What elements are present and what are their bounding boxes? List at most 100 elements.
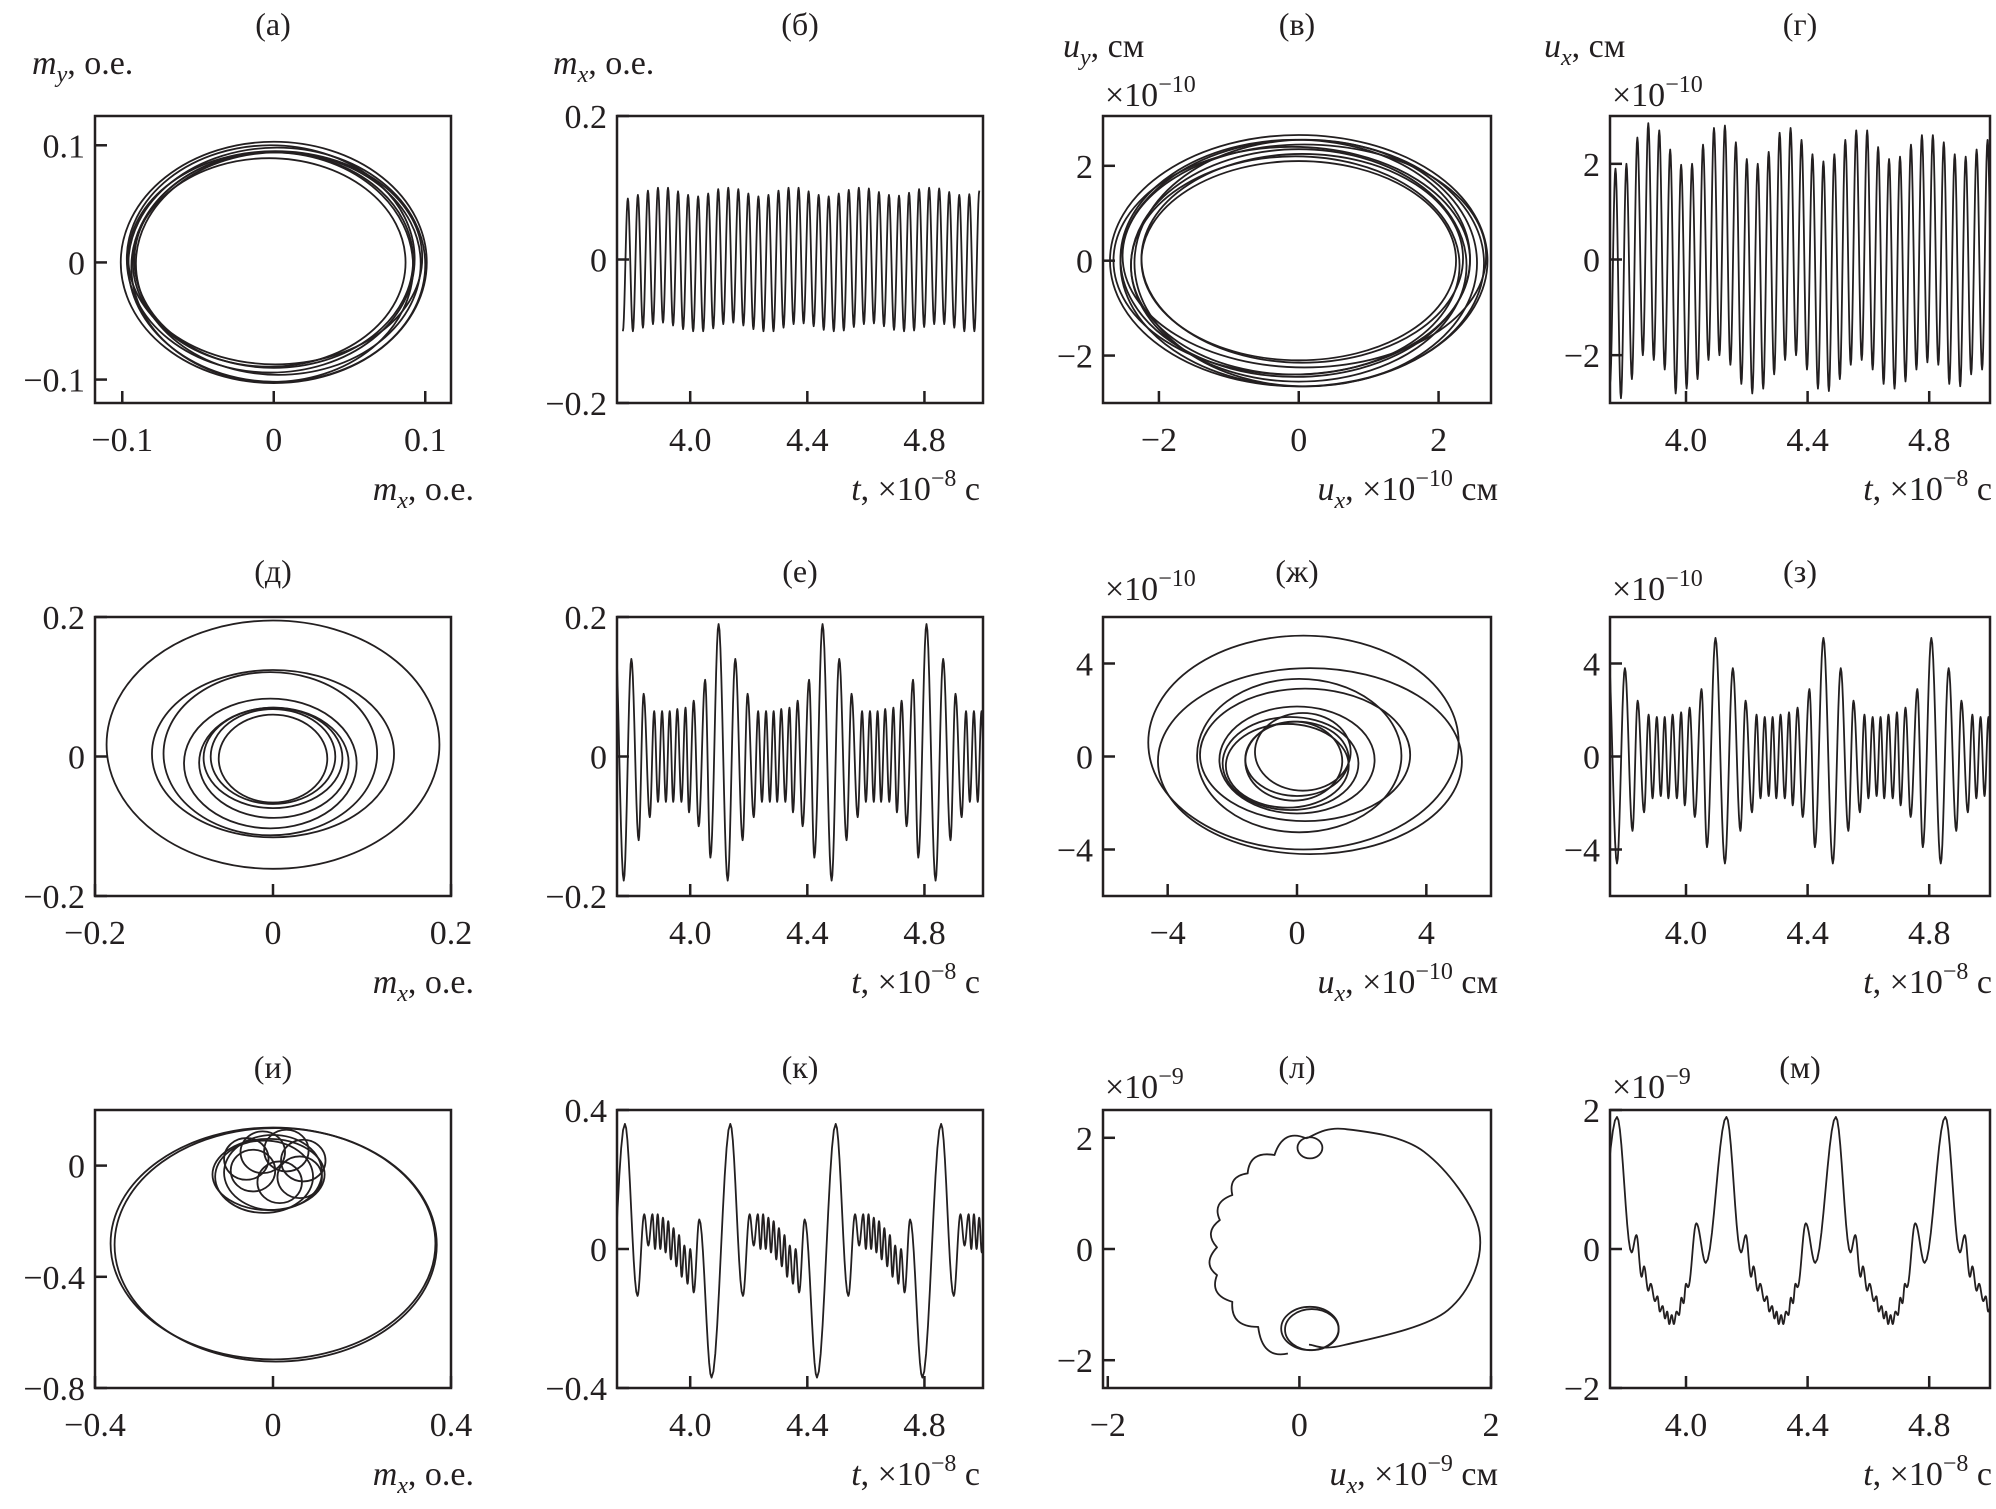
y-tick-label: −0.2 [23, 879, 85, 916]
plot-area [109, 1126, 438, 1363]
y-axis-label-sub: x [577, 62, 589, 88]
panel-l: −2 0 220−2(л)×10−9ux, ×10−9 см [1057, 1049, 1500, 1499]
trajectory-loop-4 [1218, 705, 1376, 815]
y-tick-label: −0.4 [545, 1371, 607, 1408]
x-axis-label-mid: , ×10 [1873, 1456, 1943, 1493]
y-axis-label-mid: , о.е. [67, 45, 133, 82]
y-tick-label: 4 [1583, 647, 1600, 684]
plot-frame [615, 114, 985, 405]
x-axis-label-sub: x [1334, 981, 1346, 1007]
x-axis-label-sup: −9 [1427, 1451, 1453, 1477]
trajectory-loop-7 [1140, 160, 1457, 362]
axis-multiplier-sup: −9 [1665, 1064, 1691, 1090]
x-tick-label: 0 [1289, 915, 1306, 952]
axis-multiplier-mid: ×10 [1105, 77, 1158, 114]
trajectory-loop-2 [162, 671, 379, 837]
y-tick-label: −0.2 [545, 879, 607, 916]
plot-area [1610, 122, 1990, 400]
y-tick-label: −4 [1057, 833, 1093, 870]
y-tick-label: 0.4 [565, 1093, 608, 1130]
y-tick-label: −0.8 [23, 1371, 85, 1408]
y-axis-label-mid: , о.е. [588, 45, 654, 82]
x-axis-label-tail: см [1453, 1456, 1498, 1493]
time-series-line [1610, 122, 1990, 400]
axis-multiplier: ×10−10 [1105, 72, 1196, 114]
x-tick-label: 0.4 [430, 1407, 473, 1444]
trajectory-loop-5 [135, 151, 422, 376]
trajectory-loop-4 [131, 157, 407, 368]
x-axis-label-sup: −8 [931, 466, 957, 492]
x-tick-label: −0.1 [91, 422, 153, 459]
axis-multiplier-mid: ×10 [1105, 1069, 1158, 1106]
x-tick-label: −0.2 [64, 915, 126, 952]
y-tick-label: 2 [1583, 1093, 1600, 1130]
y-axis-label-var: u [1063, 28, 1080, 65]
x-axis-label-var: t [1863, 1456, 1874, 1493]
x-tick-label: 4.0 [1665, 422, 1708, 459]
x-tick-label: 4.4 [1786, 915, 1829, 952]
x-axis-label-tail: с [956, 964, 980, 1001]
x-tick-label: 4.8 [903, 1407, 946, 1444]
axis-multiplier-mid: ×10 [1105, 571, 1158, 608]
y-tick-label: 2 [1583, 147, 1600, 184]
x-axis-label: ux, ×10−9 см [1330, 1451, 1499, 1499]
x-axis-label: mx, о.е. [373, 471, 474, 514]
trajectory-loop-0 [105, 619, 441, 870]
y-tick-label: 0 [590, 740, 607, 777]
y-axis-label-sub: x [1560, 45, 1572, 71]
x-tick-label: 4.8 [903, 422, 946, 459]
x-axis-label-sup: −8 [931, 959, 957, 985]
trajectory-loop-2 [1196, 677, 1403, 834]
x-axis-label-tail: с [1968, 471, 1992, 508]
x-tick-label: 4.0 [669, 915, 712, 952]
y-tick-label: 0 [68, 245, 85, 282]
time-series-line [1610, 637, 1990, 865]
x-axis-label-sup: −8 [1943, 466, 1969, 492]
panel-label: (в) [1279, 6, 1315, 42]
y-tick-label: −2 [1057, 1343, 1093, 1380]
panel-z: 4.0 4.4 4.8 4 0 −4 (з) ×10−10 t, ×10−8 с [1564, 553, 1992, 1001]
x-axis-label: t, ×10−8 с [851, 959, 980, 1001]
axis-multiplier-mid: ×10 [1612, 77, 1665, 114]
panel-i: −0.4 0 0.40−0.4−0.8(и)mx, о.е. [23, 1049, 474, 1499]
panel-k: 4.0 4.4 4.8 0.4 0 −0.4 (к) t, ×10−8 с [545, 1049, 985, 1493]
trajectory-loop-1 [151, 669, 395, 839]
plot-area [617, 623, 983, 882]
panel-label: (е) [782, 553, 818, 589]
x-axis-label-sup: −8 [931, 1451, 957, 1477]
y-axis-label-var: m [32, 45, 57, 82]
panel-b: 4.0 4.4 4.8 0.2 0 −0.2 (б) mx, о.е. t, ×10−8 с [545, 6, 985, 508]
x-axis-label-var: m [373, 964, 398, 1001]
trajectory-loop-6 [209, 708, 337, 805]
y-tick-label: 0 [590, 1232, 607, 1269]
x-tick-label: 4.8 [1908, 1407, 1951, 1444]
trajectory-loop-7 [130, 151, 415, 383]
x-axis-label: ux, ×10−10 см [1318, 959, 1499, 1007]
trajectory-loop-0 [1296, 1136, 1324, 1160]
x-axis-label-tail: см [1453, 964, 1498, 1001]
trajectory-loop-7 [263, 1128, 310, 1173]
y-tick-label: 0 [590, 243, 607, 280]
trajectory-loop-9 [1254, 712, 1352, 792]
plot-area [617, 1123, 983, 1379]
trajectory-main-arc [1305, 1127, 1482, 1349]
x-axis-label: t, ×10−8 с [1863, 1451, 1992, 1493]
x-tick-label: 2 [1430, 422, 1447, 459]
panel-label: (и) [254, 1049, 292, 1085]
plot-area [621, 186, 981, 333]
trajectory-loop-10 [256, 1160, 303, 1205]
trajectory-loop-6 [1133, 138, 1478, 388]
x-axis-label: mx, о.е. [373, 1456, 474, 1499]
y-tick-label: 0 [1076, 740, 1093, 777]
x-axis-label-mid: , ×10 [1357, 1456, 1427, 1493]
x-axis-label-var: u [1330, 1456, 1347, 1493]
y-tick-label: 0 [1583, 243, 1600, 280]
x-tick-label: −2 [1141, 422, 1177, 459]
axis-multiplier-sup: −10 [1665, 566, 1703, 592]
x-tick-label: 4.0 [669, 422, 712, 459]
x-axis-label-sub: x [396, 488, 408, 514]
x-axis-label-sub: x [1334, 488, 1346, 514]
x-axis-label-mid: , ×10 [1873, 964, 1943, 1001]
x-tick-label: 4.0 [1665, 915, 1708, 952]
